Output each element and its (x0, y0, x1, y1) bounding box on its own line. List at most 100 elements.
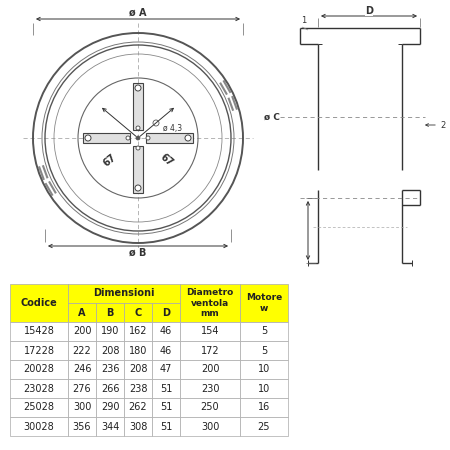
Text: 208: 208 (129, 364, 147, 374)
Bar (180, 322, 240, 341)
Bar (152, 379, 180, 398)
Text: D: D (365, 6, 373, 16)
Text: Diametro
ventola
mm: Diametro ventola mm (186, 288, 234, 318)
Text: 51: 51 (160, 422, 172, 432)
Text: ø B: ø B (129, 248, 147, 258)
Bar (240, 284, 288, 322)
Text: 67: 67 (102, 152, 118, 168)
Circle shape (136, 126, 140, 130)
Text: 16: 16 (258, 402, 270, 413)
Text: 308: 308 (129, 422, 147, 432)
Circle shape (135, 85, 141, 91)
Circle shape (135, 185, 141, 191)
Bar (124, 322, 152, 341)
Text: 46: 46 (160, 346, 172, 356)
Circle shape (146, 136, 150, 140)
Bar (180, 398, 240, 417)
Text: 30028: 30028 (23, 422, 54, 432)
Bar (10, 360, 68, 379)
Text: 172: 172 (201, 346, 219, 356)
Bar (240, 379, 288, 398)
Bar (180, 360, 240, 379)
Text: ø C: ø C (264, 112, 280, 122)
Bar (68, 341, 96, 360)
Bar (68, 417, 96, 436)
Text: 236: 236 (101, 364, 119, 374)
Text: Motore
w: Motore w (246, 293, 282, 313)
Bar (240, 322, 288, 341)
Bar (96, 398, 124, 417)
Text: ø A: ø A (129, 8, 147, 18)
Text: 290: 290 (101, 402, 119, 413)
Bar (124, 379, 152, 398)
Bar (133, 146, 143, 193)
Text: A: A (78, 307, 86, 318)
Bar (68, 360, 96, 379)
Text: 230: 230 (201, 383, 219, 393)
Text: ø 4,3: ø 4,3 (163, 123, 182, 132)
Bar (96, 379, 124, 398)
Text: 51: 51 (160, 383, 172, 393)
Text: Codice: Codice (21, 298, 58, 308)
Bar (10, 379, 68, 398)
Text: 356: 356 (73, 422, 91, 432)
Bar (180, 341, 240, 360)
Text: 46: 46 (160, 327, 172, 337)
Bar (152, 341, 180, 360)
Circle shape (136, 136, 140, 140)
Text: C: C (135, 307, 142, 318)
Bar (133, 83, 143, 130)
Text: D: D (162, 307, 170, 318)
Bar (180, 284, 240, 322)
Text: 238: 238 (129, 383, 147, 393)
Text: 222: 222 (72, 346, 91, 356)
Bar (180, 417, 240, 436)
Bar (68, 379, 96, 398)
Text: 25028: 25028 (23, 402, 54, 413)
Bar (68, 284, 180, 303)
Bar (152, 303, 180, 322)
Bar (10, 398, 68, 417)
Text: 154: 154 (201, 327, 219, 337)
Bar (240, 398, 288, 417)
Text: 25: 25 (258, 422, 270, 432)
Text: 180: 180 (129, 346, 147, 356)
Bar (68, 322, 96, 341)
Text: 1: 1 (301, 16, 306, 25)
Circle shape (136, 146, 140, 150)
Bar (180, 379, 240, 398)
Text: Dimensioni: Dimensioni (93, 288, 155, 298)
Circle shape (126, 136, 130, 140)
Text: 162: 162 (129, 327, 147, 337)
Bar (10, 341, 68, 360)
Circle shape (85, 135, 91, 141)
Bar (96, 360, 124, 379)
Text: 10: 10 (258, 383, 270, 393)
Bar (152, 398, 180, 417)
Bar (10, 417, 68, 436)
Bar (240, 417, 288, 436)
Text: 262: 262 (129, 402, 147, 413)
Bar (10, 284, 68, 322)
Text: 47: 47 (160, 364, 172, 374)
Bar (152, 360, 180, 379)
Text: B: B (106, 307, 114, 318)
Text: 300: 300 (201, 422, 219, 432)
Text: 51: 51 (160, 402, 172, 413)
Bar (146, 133, 193, 143)
Bar (240, 341, 288, 360)
Bar (96, 303, 124, 322)
Bar (68, 398, 96, 417)
Circle shape (185, 135, 191, 141)
Bar (124, 417, 152, 436)
Text: 276: 276 (73, 383, 91, 393)
Text: 250: 250 (201, 402, 219, 413)
Text: 17228: 17228 (23, 346, 54, 356)
Text: 200: 200 (73, 327, 91, 337)
Bar (68, 303, 96, 322)
Bar (152, 417, 180, 436)
Text: 208: 208 (101, 346, 119, 356)
Bar (5, 10, 265, 265)
Bar (240, 360, 288, 379)
Text: 200: 200 (201, 364, 219, 374)
